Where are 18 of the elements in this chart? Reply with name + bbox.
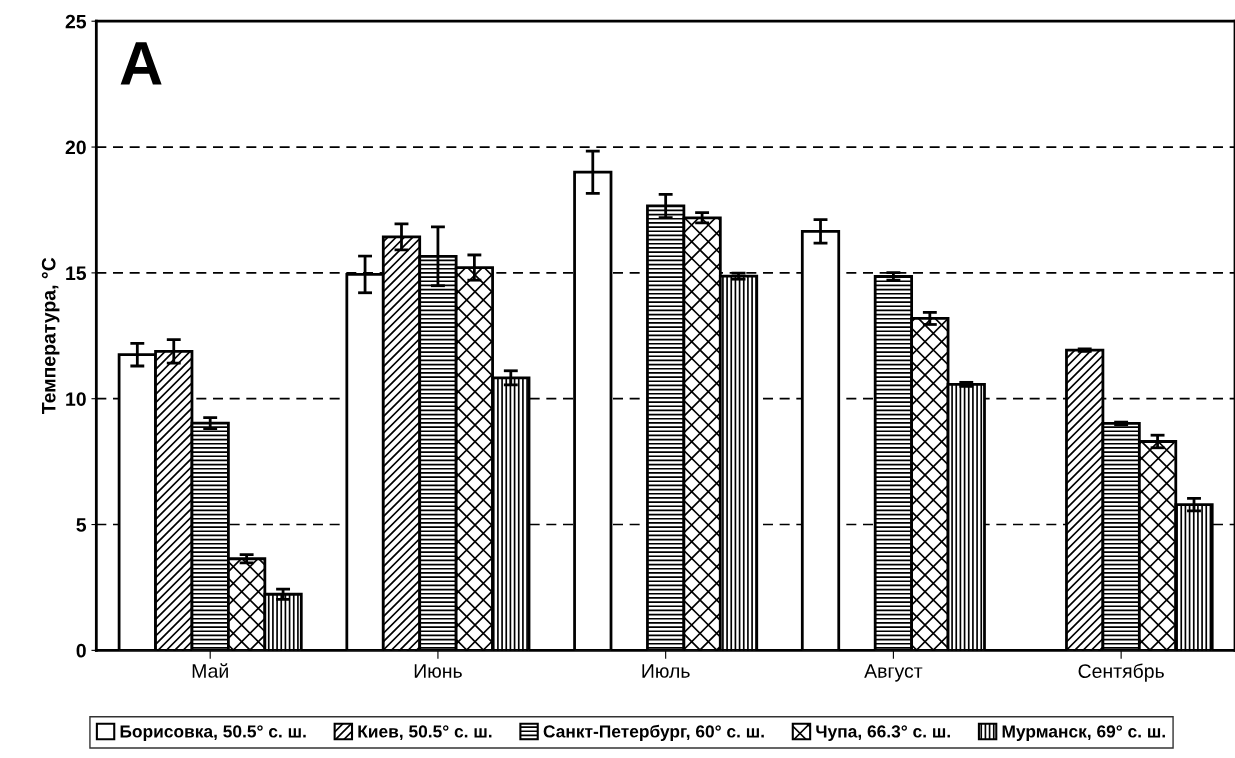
y-tick-label: 10 — [66, 392, 86, 406]
legend-label: Чупа, 66.3° с. ш. — [816, 725, 950, 742]
y-tick-label: 25 — [65, 14, 87, 29]
x-tick-label: Май — [192, 663, 228, 678]
x-tick-label: Июнь — [414, 664, 462, 678]
legend-label: Санкт-Петербург, 60° с. ш. — [543, 724, 764, 742]
y-tick-label: 0 — [76, 643, 86, 658]
y-tick-label: 20 — [65, 140, 86, 155]
y-axis-title: Температура, °C — [41, 257, 60, 415]
y-tick-label: 5 — [76, 518, 87, 532]
x-tick-label: Сентябрь — [1078, 663, 1164, 682]
y-tick-label: 15 — [66, 266, 87, 281]
x-tick-label: Июль — [642, 664, 690, 678]
annotation: A — [120, 42, 162, 85]
legend-label: Мурманск, 69° с. ш. — [1002, 725, 1165, 742]
legend-label: Киев, 50.5° с. ш. — [358, 725, 492, 741]
x-tick-label: Август — [864, 664, 923, 682]
legend-label: Борисовка, 50.5° с. ш. — [120, 725, 306, 742]
